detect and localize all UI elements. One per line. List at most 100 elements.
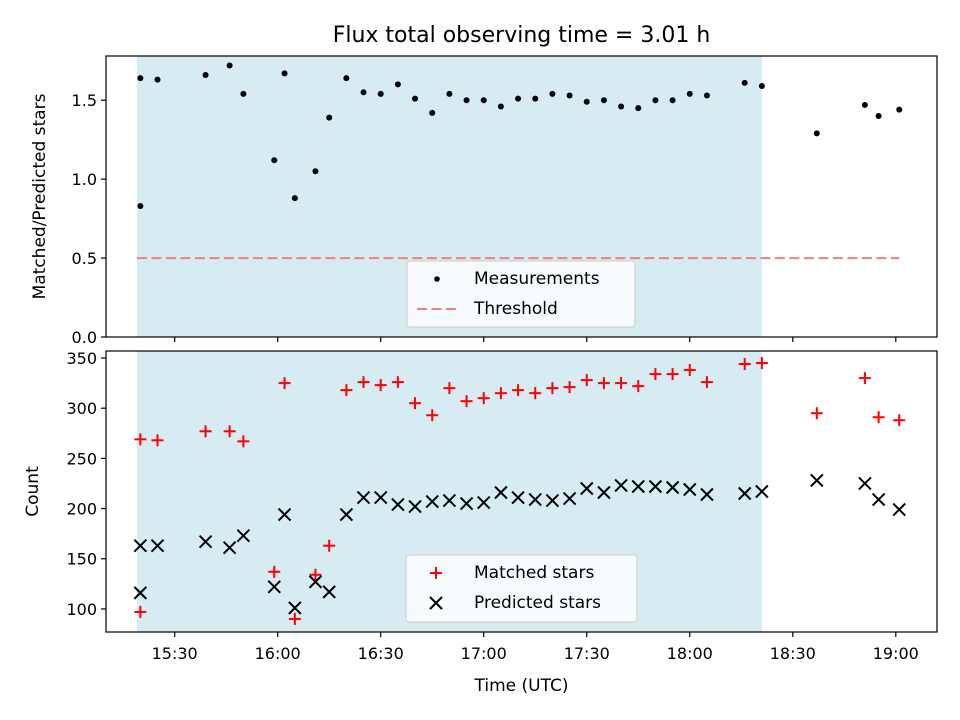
predicted-star-point [648, 479, 663, 494]
ratio-panel-frame [105, 55, 938, 338]
measurement-point [360, 89, 367, 96]
measurement-point [137, 75, 144, 82]
predicted-marker-b [133, 538, 148, 553]
predicted-marker-b [408, 499, 422, 514]
predicted-marker-b [755, 484, 769, 499]
measurement-point [896, 106, 903, 113]
predicted-star-point [580, 481, 594, 496]
predicted-marker-b [425, 494, 439, 509]
predicted-marker-b [614, 478, 628, 493]
count-y-tick-label: 200 [66, 500, 97, 519]
legend-label-predicted: Predicted stars [474, 593, 601, 613]
predicted-star-point [871, 492, 886, 507]
legend-marker-measurements [434, 276, 440, 282]
predicted-marker-b [597, 485, 611, 500]
predicted-marker-b [308, 575, 323, 589]
count-y-tick-label: 300 [66, 399, 97, 418]
predicted-marker-b [198, 534, 213, 549]
predicted-marker-b [631, 479, 645, 494]
predicted-star-point [267, 580, 281, 594]
matched-star-point [649, 368, 662, 381]
time-x-label: Time (UTC) [474, 676, 569, 696]
legend-marker-predicted [429, 596, 443, 610]
predicted-marker-b [356, 490, 371, 505]
predicted-star-point [810, 473, 824, 488]
matched-star-point [134, 605, 147, 618]
predicted-star-point [198, 534, 213, 549]
ratio-legend-box [406, 260, 636, 328]
predicted-star-point [614, 478, 628, 493]
predicted-star-point [545, 493, 560, 508]
predicted-star-point [236, 528, 251, 543]
predicted-star-point [339, 507, 354, 522]
matched-star-point [700, 376, 713, 389]
matched-star-point [858, 372, 871, 385]
predicted-star-point [277, 507, 292, 522]
predicted-star-point [133, 538, 148, 553]
predicted-marker-b [277, 507, 292, 522]
measurement-point [429, 109, 436, 116]
predicted-star-point [459, 496, 474, 511]
count-legend-box [405, 554, 638, 623]
predicted-star-point [322, 585, 336, 599]
predicted-star-point [133, 586, 148, 600]
measurement-point [377, 90, 384, 97]
legend-label-measurements: Measurements [474, 269, 600, 289]
time-x-tick-label: 18:30 [770, 644, 816, 663]
chart-title: Flux total observing time = 3.01 h [333, 23, 711, 48]
matched-star-point [199, 425, 212, 438]
matched-star-point [374, 379, 387, 392]
predicted-star-point [150, 538, 165, 553]
predicted-star-point [892, 502, 906, 517]
matched-star-point [340, 384, 353, 397]
measurement-point [515, 95, 522, 102]
predicted-marker-b [892, 502, 906, 517]
measurement-point [412, 95, 419, 102]
measurement-point [532, 95, 539, 102]
matched-star-point [288, 612, 301, 625]
predicted-marker-b [494, 485, 508, 500]
measurement-point [226, 62, 233, 69]
measurement-point [497, 103, 504, 110]
measurement-point [703, 92, 710, 99]
predicted-marker-b [133, 586, 148, 600]
ratio-y-tick-label: 0.5 [72, 249, 97, 268]
count-y-tick-label: 100 [66, 600, 97, 619]
predicted-star-point [288, 601, 302, 615]
measurement-point [281, 70, 288, 77]
predicted-star-point [308, 575, 323, 589]
count-y-tick-label: 350 [66, 349, 97, 368]
matched-star-point [597, 377, 610, 390]
predicted-star-point [631, 479, 645, 494]
predicted-marker-b [322, 585, 336, 599]
predicted-star-point [374, 490, 388, 505]
predicted-star-point [494, 485, 508, 500]
time-x-tick-label: 16:30 [358, 644, 404, 663]
predicted-star-point [425, 494, 439, 509]
measurement-point [202, 71, 209, 78]
predicted-marker-b [267, 580, 281, 594]
predicted-marker-b [700, 487, 714, 502]
measurement-point [137, 202, 144, 209]
legend-label-matched: Matched stars [474, 563, 594, 583]
predicted-star-point [391, 497, 405, 512]
predicted-marker-b [810, 473, 824, 488]
measurement-point [343, 75, 350, 82]
predicted-marker-b [150, 538, 165, 553]
matched-star-point [755, 357, 768, 370]
matched-star-point [512, 384, 525, 397]
measurement-point [861, 101, 868, 108]
measurement-point [240, 90, 247, 97]
predicted-star-point [442, 493, 457, 508]
ratio-legend: Measurements Threshold [406, 260, 636, 328]
matched-star-point [323, 539, 336, 552]
time-x-tick-label: 16:00 [255, 644, 301, 663]
matched-star-point [237, 435, 250, 448]
predicted-star-point [408, 499, 422, 514]
matched-star-point [391, 376, 404, 389]
count-y-label: Count [23, 466, 43, 517]
predicted-marker-b [391, 497, 405, 512]
predicted-marker-b [545, 493, 560, 508]
